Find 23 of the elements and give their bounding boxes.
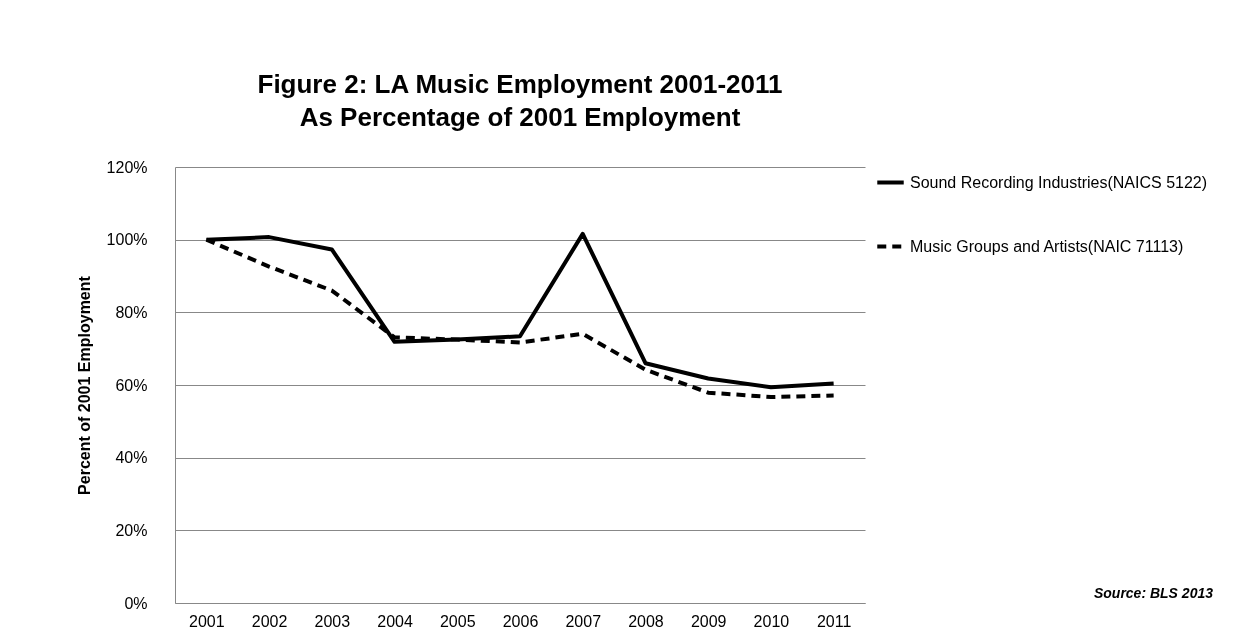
x-tick-label: 2002	[251, 612, 288, 630]
y-tick-label: 20%	[115, 521, 148, 539]
x-tick-label: 2004	[377, 612, 413, 630]
legend-label: Music Groups and Artists(NAIC 71113)	[910, 237, 1184, 255]
x-tick-label: 2003	[314, 612, 351, 630]
x-tick-label: 2010	[753, 612, 790, 630]
source-note: Source: BLS 2013	[1093, 585, 1213, 601]
x-tick-label: 2001	[189, 612, 225, 630]
x-tick-label: 2011	[816, 612, 852, 630]
x-tick-label: 2005	[439, 612, 476, 630]
y-tick-label: 100%	[106, 231, 148, 249]
x-tick-label: 2007	[565, 612, 602, 630]
x-tick-label: 2009	[690, 612, 727, 630]
x-tick-label: 2008	[628, 612, 664, 630]
y-tick-label: 120%	[106, 158, 148, 176]
y-tick-label: 40%	[115, 449, 148, 467]
y-axis-title: Percent of 2001 Employment	[75, 275, 93, 495]
y-tick-label: 60%	[115, 376, 148, 394]
chart-title: Figure 2: LA Music Employment 2001-2011 As Percentage of 2001 Employment	[257, 69, 783, 132]
legend-label: Sound Recording Industries(NAICS 5122)	[910, 173, 1208, 191]
y-tick-label: 0%	[124, 594, 148, 612]
x-tick-label: 2006	[502, 612, 539, 630]
y-tick-label: 80%	[115, 303, 148, 321]
